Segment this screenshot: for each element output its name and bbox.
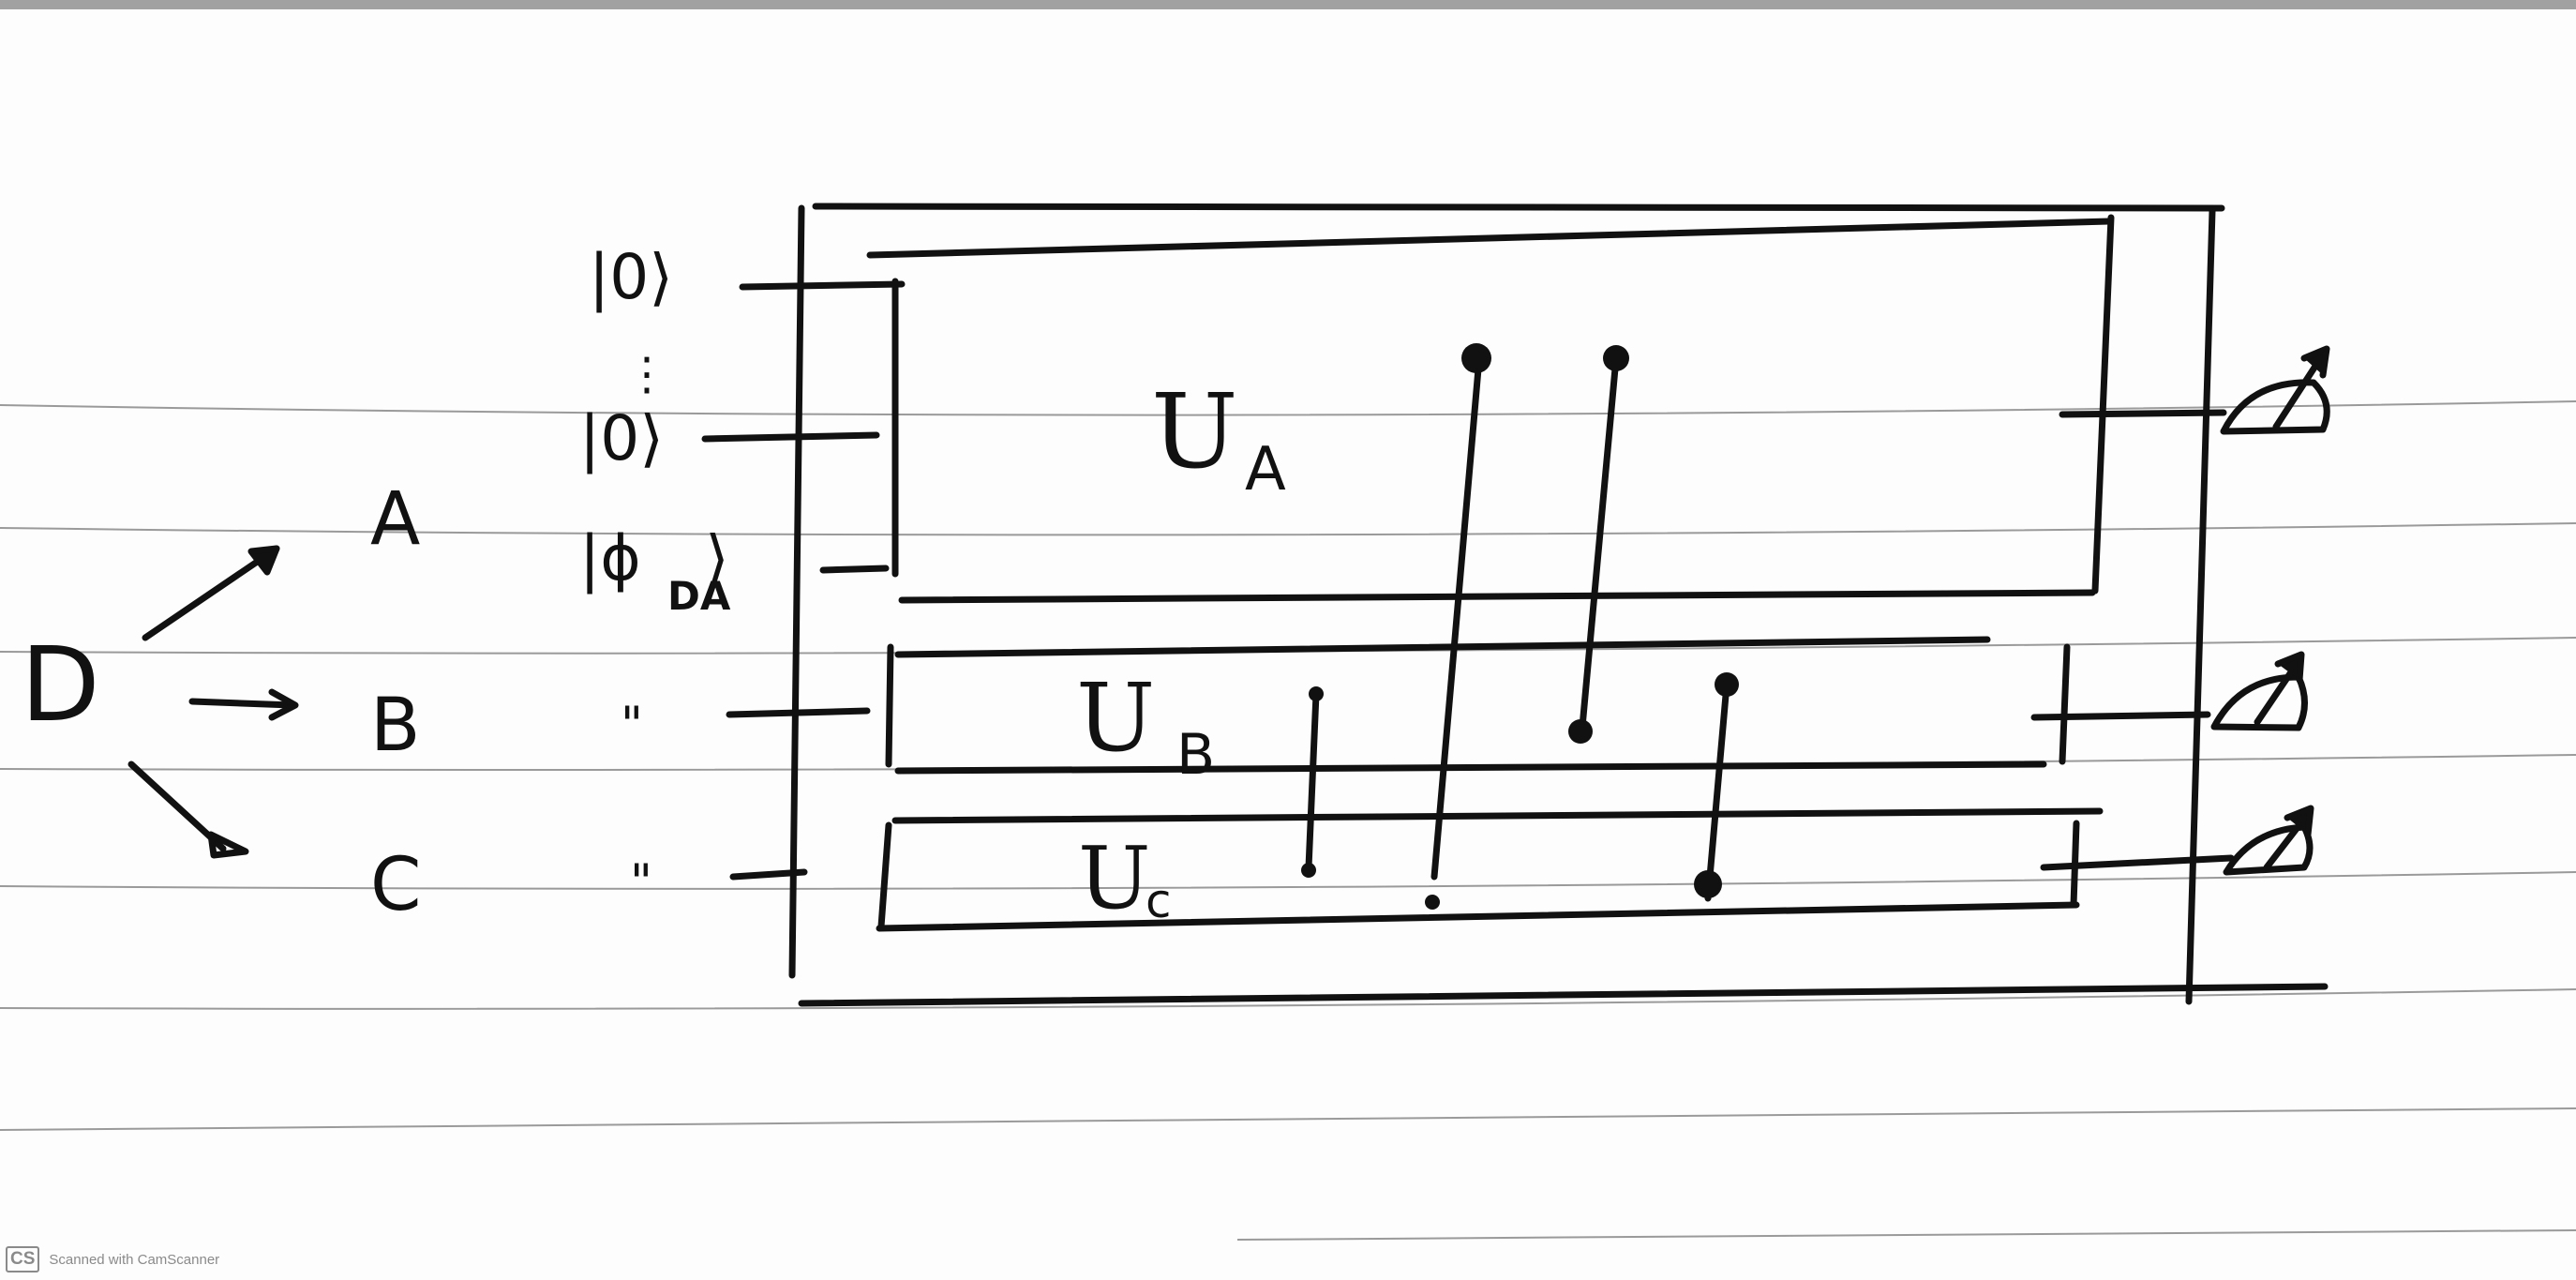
ub-label: U bbox=[1076, 663, 1155, 773]
output-wires bbox=[2030, 409, 2235, 871]
scan-shadow bbox=[0, 0, 2576, 9]
vertical-dots: ⋮ bbox=[624, 348, 669, 400]
link-ub-uc-right bbox=[1704, 681, 1730, 902]
ub-subscript: B bbox=[1176, 722, 1215, 788]
link-dot bbox=[1694, 870, 1722, 898]
party-a-label: A bbox=[370, 477, 420, 562]
distribution-arrows bbox=[127, 545, 299, 859]
camscanner-watermark: CS Scanned with CamScanner bbox=[6, 1246, 219, 1272]
uc-box bbox=[876, 807, 2104, 932]
interaction-lines bbox=[1301, 343, 1739, 910]
uc-subscript: c bbox=[1146, 874, 1172, 928]
uc-label: U bbox=[1078, 828, 1151, 928]
watermark-text: Scanned with CamScanner bbox=[49, 1251, 220, 1268]
link-dot bbox=[1715, 672, 1739, 697]
party-b-label: B bbox=[370, 684, 421, 768]
link-dot bbox=[1603, 345, 1629, 371]
outer-box bbox=[788, 203, 2329, 1007]
ket-phi-close: ⟩ bbox=[705, 522, 729, 595]
arrow-icon bbox=[268, 688, 299, 721]
ket-zero-top: |0⟩ bbox=[589, 241, 673, 313]
link-dot bbox=[1309, 686, 1324, 701]
source-label: D bbox=[21, 625, 100, 745]
meter-icon bbox=[2220, 345, 2330, 435]
arrow-to-b bbox=[188, 698, 296, 709]
camscanner-logo: CS bbox=[6, 1246, 40, 1272]
link-dot bbox=[1568, 719, 1593, 744]
arrow-icon bbox=[207, 831, 249, 859]
meter-icon bbox=[2210, 651, 2308, 731]
ub-box bbox=[885, 636, 2071, 775]
party-c-label: C bbox=[370, 843, 421, 927]
ua-box bbox=[866, 214, 2115, 604]
meter-icon bbox=[2223, 805, 2314, 876]
ditto-c: " bbox=[630, 854, 652, 911]
link-ua-ub bbox=[1579, 354, 1620, 730]
arrow-to-a bbox=[142, 545, 280, 641]
ditto-b: " bbox=[621, 697, 643, 753]
ua-subscript: A bbox=[1245, 435, 1286, 504]
input-wires bbox=[701, 280, 906, 881]
link-dot bbox=[1461, 343, 1491, 373]
link-dot bbox=[1425, 895, 1440, 910]
link-ua-uc bbox=[1430, 354, 1483, 881]
link-dot bbox=[1301, 863, 1316, 878]
arrow-icon bbox=[247, 545, 280, 576]
link-ub-uc-left bbox=[1305, 690, 1320, 871]
ket-phi: |ϕ bbox=[579, 522, 641, 595]
ket-phi-subscript: DA bbox=[667, 573, 731, 619]
ua-label: U bbox=[1151, 371, 1238, 491]
ket-zero-mid: |0⟩ bbox=[579, 402, 664, 474]
